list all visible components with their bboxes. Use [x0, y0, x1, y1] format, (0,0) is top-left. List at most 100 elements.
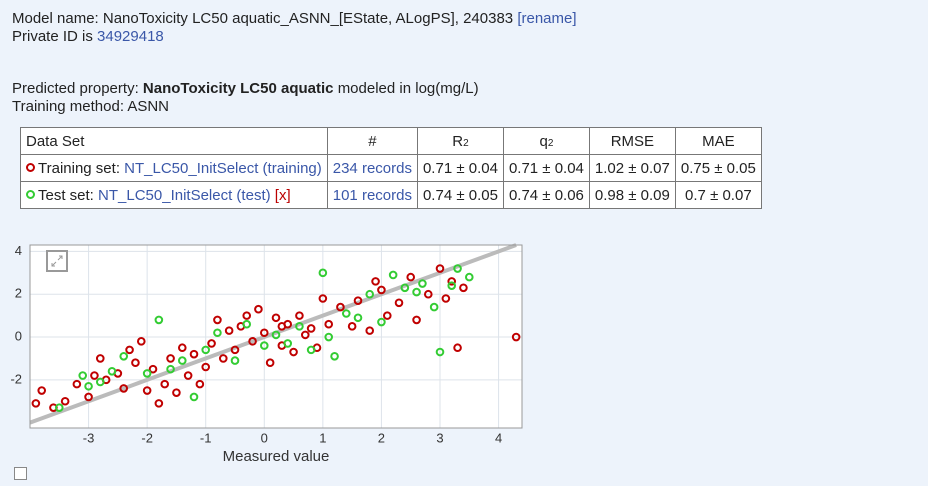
point — [37, 386, 47, 395]
point — [154, 315, 164, 325]
stat-cell: 0.75 ± 0.05 — [674, 154, 762, 182]
point — [189, 392, 199, 402]
point — [248, 337, 257, 346]
header-text: R — [452, 132, 464, 150]
header-sub: 2 — [463, 137, 469, 149]
x-tick-label: 2 — [378, 430, 385, 445]
point — [271, 313, 281, 323]
expand-arrows — [51, 255, 63, 267]
column-header: # — [326, 127, 418, 155]
point — [447, 281, 457, 290]
point — [213, 315, 222, 325]
remove-link[interactable]: [x] — [274, 186, 291, 204]
stat-cell: 0.7 ± 0.07 — [674, 181, 762, 209]
column-header: MAE — [674, 127, 762, 155]
point — [90, 371, 99, 380]
point — [283, 339, 293, 348]
point — [353, 313, 363, 323]
point — [400, 283, 410, 293]
header-text: # — [368, 132, 377, 150]
records-cell: 101 records — [326, 181, 418, 209]
point — [324, 332, 334, 342]
table-row: Training set: NT_LC50_InitSelect (traini… — [20, 154, 762, 182]
point — [318, 294, 328, 303]
point — [289, 347, 298, 357]
point — [324, 319, 334, 329]
expand-icon — [46, 250, 68, 272]
point — [195, 379, 205, 389]
column-header: Data Set — [20, 127, 328, 155]
header-text: q — [539, 132, 548, 150]
set-link[interactable]: NT_LC50_InitSelect (training) — [124, 159, 322, 177]
point — [142, 369, 152, 378]
point — [412, 315, 421, 325]
stat-cell: 0.74 ± 0.06 — [502, 181, 590, 209]
point — [242, 319, 252, 329]
point — [277, 322, 287, 331]
point — [254, 304, 263, 314]
point — [423, 289, 433, 299]
point — [84, 381, 93, 391]
point — [259, 328, 269, 338]
x-tick-label: -1 — [200, 430, 212, 445]
private-label: Private ID is — [12, 28, 93, 45]
method: Training method: ASNN — [12, 98, 170, 115]
rename-link[interactable]: [rename] — [517, 10, 577, 27]
point — [183, 371, 193, 380]
point — [318, 268, 328, 278]
model-name: Model name: NanoToxicity LC50 aquatic_AS… — [12, 10, 514, 27]
checkbox[interactable] — [14, 467, 27, 480]
point — [201, 362, 211, 372]
point — [429, 302, 439, 312]
point — [306, 345, 316, 355]
point — [148, 364, 158, 374]
plot-frame — [29, 244, 523, 429]
point — [341, 309, 351, 318]
point — [142, 386, 152, 395]
header-sub: 2 — [547, 137, 554, 149]
y-tick-label: 2 — [15, 286, 22, 301]
point — [347, 322, 357, 331]
predicates-option[interactable] — [14, 466, 33, 483]
point — [306, 324, 316, 333]
header-text: Data Set — [26, 132, 85, 150]
set-link[interactable]: NT_LC50_InitSelect (test) — [98, 186, 271, 204]
x-axis-label: Measured value — [223, 448, 330, 465]
dataset-cell: Training set: NT_LC50_InitSelect (traini… — [20, 154, 328, 182]
point — [160, 379, 170, 389]
private-id[interactable]: 34929418 — [97, 28, 164, 45]
x-tick-label: 4 — [495, 430, 502, 445]
point — [31, 399, 41, 408]
records-link[interactable]: 234 records — [332, 159, 412, 177]
point — [453, 343, 462, 353]
y-tick-label: 0 — [15, 328, 22, 343]
point — [365, 326, 375, 335]
records-link[interactable]: 101 records — [332, 186, 412, 204]
point — [95, 377, 105, 387]
point — [224, 326, 234, 335]
point — [72, 379, 82, 389]
point — [84, 392, 93, 402]
point — [119, 384, 129, 393]
point — [447, 277, 457, 286]
y-tick-label: -2 — [10, 371, 22, 386]
point — [242, 311, 252, 320]
model-line: Model name: NanoToxicity LC50 aquatic_AS… — [12, 10, 577, 27]
point — [377, 285, 386, 295]
point — [435, 264, 445, 273]
plot-area — [30, 245, 522, 428]
point — [377, 317, 386, 327]
series-dot — [26, 162, 35, 172]
point — [330, 351, 339, 361]
y-tick-label: 4 — [15, 243, 22, 258]
header-text: MAE — [702, 132, 735, 150]
point — [189, 349, 199, 359]
point — [213, 328, 222, 338]
point — [107, 366, 117, 376]
point — [78, 371, 88, 380]
point — [300, 330, 310, 340]
point — [119, 351, 129, 361]
point — [394, 298, 404, 308]
stats-table: Data Set # R2 q2 RMSE MAE Training set: NT_LC5… — [20, 127, 762, 209]
